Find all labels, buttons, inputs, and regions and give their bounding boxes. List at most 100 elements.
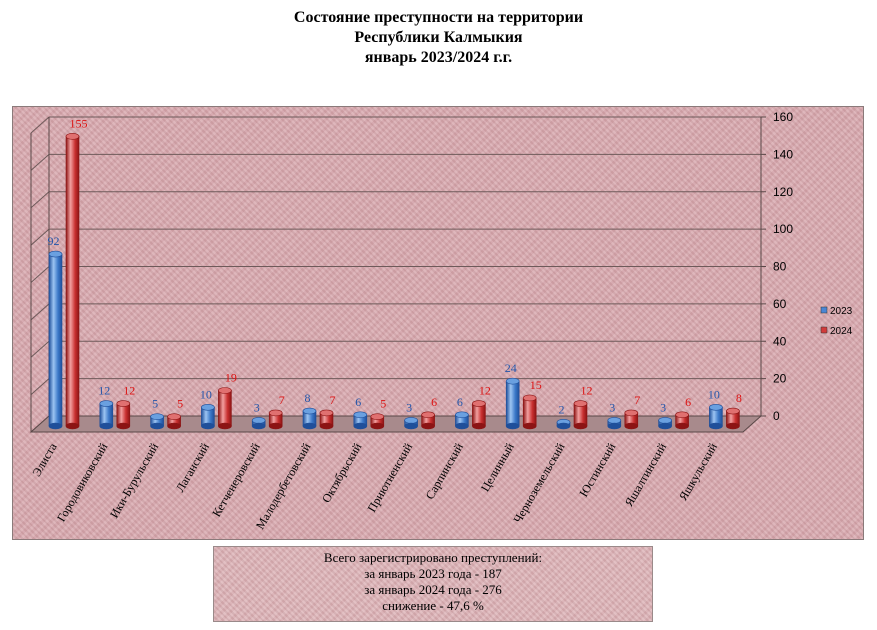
- data-label-2024: 6: [685, 395, 691, 409]
- data-label-2024: 19: [225, 370, 237, 384]
- bar-base-2024: [65, 422, 80, 430]
- legend-label-2024: 2024: [830, 326, 853, 337]
- data-label-2023: 3: [254, 400, 260, 414]
- title-line-1: Состояние преступности на территории: [293, 9, 584, 26]
- bar-cap-2024: [624, 409, 639, 417]
- y-tick-label: 40: [773, 334, 787, 348]
- bar-base-2023: [48, 422, 63, 430]
- bar-base-2023: [353, 422, 368, 430]
- bar-base-2023: [607, 422, 622, 430]
- chart-title: Состояние преступности на территории Рес…: [0, 8, 877, 68]
- category-label: Элиста: [29, 440, 60, 479]
- legend-swatch-2023: [820, 306, 828, 314]
- bar-cap-2024: [675, 411, 689, 419]
- y-tick-label: 20: [773, 372, 787, 386]
- data-label-2023: 10: [200, 387, 212, 401]
- bar-base-2023: [404, 422, 418, 430]
- bar-base-2024: [167, 422, 181, 430]
- bar-cap-2024: [370, 413, 385, 420]
- gridline-side: [30, 116, 50, 134]
- bar-cap-2023: [150, 413, 164, 420]
- bar-2024: [65, 136, 80, 427]
- gridline-side: [30, 303, 50, 321]
- bar-2024: [472, 403, 486, 427]
- gridline-side: [30, 266, 50, 283]
- data-label-2023: 3: [609, 400, 615, 414]
- bar-cap-2023: [201, 404, 215, 411]
- bar-base-2024: [370, 422, 385, 430]
- bar-cap-2024: [726, 407, 740, 415]
- bar-base-2023: [505, 422, 520, 430]
- bar-base-2023: [99, 422, 114, 430]
- bar-cap-2024: [472, 400, 486, 407]
- bar-base-2024: [522, 422, 537, 430]
- data-label-2023: 6: [457, 395, 463, 409]
- category-label: Целинный: [478, 440, 517, 494]
- bar-cap-2023: [607, 417, 622, 424]
- bar-cap-2024: [116, 400, 131, 407]
- y-tick-label: 140: [773, 147, 793, 161]
- data-label-2024: 12: [123, 384, 135, 398]
- bar-cap-2024: [65, 133, 80, 140]
- category-label: Сарпинский: [423, 440, 467, 502]
- y-tick-label: 80: [773, 260, 787, 274]
- legend-label-2023: 2023: [830, 306, 853, 317]
- bar-2024: [522, 397, 537, 427]
- category-label: Приютненский: [364, 440, 415, 514]
- data-label-2024: 6: [431, 395, 437, 409]
- bar-cap-2023: [353, 411, 368, 419]
- bar-cap-2023: [99, 400, 114, 407]
- bar-cap-2024: [573, 400, 588, 407]
- bar-cap-2024: [319, 409, 334, 417]
- bar-cap-2023: [251, 417, 266, 424]
- bar-cap-2023: [48, 250, 63, 258]
- bar-base-2024: [472, 422, 486, 430]
- bar-base-2024: [675, 422, 689, 430]
- data-label-2023: 5: [152, 397, 158, 411]
- category-label: Юстинский: [576, 440, 618, 499]
- bar-base-2024: [268, 422, 283, 430]
- bar-cap-2023: [709, 404, 723, 411]
- data-label-2023: 24: [505, 361, 517, 375]
- bar-base-2024: [726, 422, 740, 430]
- data-label-2023: 12: [98, 384, 110, 398]
- y-tick-label: 120: [773, 185, 793, 199]
- summary-heading: Всего зарегистрировано преступлений:: [323, 550, 543, 565]
- bar-base-2023: [455, 422, 469, 430]
- bar-base-2024: [116, 422, 131, 430]
- bar-base-2023: [556, 422, 571, 430]
- data-label-2024: 15: [530, 378, 542, 392]
- summary-2023-total: за январь 2023 года - 187: [364, 566, 502, 581]
- bar-base-2023: [251, 422, 266, 430]
- category-label: Черноземельский: [510, 440, 567, 525]
- bar-cap-2024: [522, 394, 537, 402]
- data-label-2023: 10: [708, 387, 720, 401]
- summary-change: снижение - 47,6 %: [382, 598, 484, 613]
- bar-cap-2023: [455, 411, 469, 419]
- data-label-2023: 92: [48, 234, 60, 248]
- gridline-side: [30, 378, 50, 395]
- bar-2024: [116, 403, 131, 427]
- bar-base-2024: [573, 422, 588, 430]
- title-line-2: Республики Калмыкия: [354, 29, 523, 46]
- data-label-2024: 5: [177, 397, 183, 411]
- bar-base-2023: [150, 422, 164, 430]
- bar-base-2024: [218, 422, 232, 430]
- bar-base-2024: [421, 422, 435, 430]
- bar-cap-2024: [268, 409, 283, 417]
- chart-floor: [29, 415, 763, 433]
- bar-2023: [505, 380, 520, 427]
- bar-2024: [218, 390, 232, 427]
- bar-cap-2023: [404, 417, 418, 424]
- bar-cap-2024: [421, 411, 435, 419]
- legend-swatch-2024: [820, 326, 828, 334]
- bar-cap-2023: [505, 377, 520, 385]
- category-label: Октябрьский: [319, 440, 365, 505]
- gridline-side: [30, 191, 50, 209]
- bar-cap-2024: [218, 387, 232, 394]
- bar-base-2023: [658, 422, 672, 430]
- gridline-side: [30, 228, 50, 246]
- data-label-2024: 12: [479, 384, 491, 398]
- bar-base-2024: [624, 422, 639, 430]
